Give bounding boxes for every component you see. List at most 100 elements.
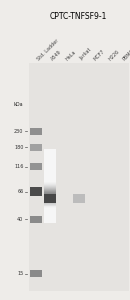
Bar: [30, 271, 42, 277]
Bar: [44, 185, 56, 186]
Bar: [44, 206, 56, 207]
Bar: [44, 168, 56, 169]
Text: 15: 15: [17, 272, 23, 276]
Bar: [44, 194, 56, 203]
Bar: [44, 164, 56, 165]
Bar: [44, 155, 56, 157]
Bar: [44, 176, 56, 177]
Text: PBMC: PBMC: [122, 48, 130, 62]
Bar: [44, 205, 56, 206]
Bar: [44, 195, 56, 196]
Bar: [30, 144, 42, 151]
Bar: [30, 163, 42, 170]
Text: 116: 116: [14, 164, 23, 169]
Text: kDa: kDa: [14, 101, 23, 106]
Bar: [44, 200, 56, 201]
Bar: [44, 210, 56, 211]
Bar: [44, 153, 56, 154]
Bar: [44, 177, 56, 178]
Bar: [44, 198, 56, 199]
Bar: [44, 159, 56, 160]
Bar: [44, 156, 56, 158]
Bar: [44, 215, 56, 217]
Bar: [44, 169, 56, 170]
Bar: [44, 203, 56, 205]
Bar: [44, 166, 56, 167]
Bar: [44, 193, 56, 194]
Bar: [44, 163, 56, 164]
Bar: [44, 178, 56, 179]
Bar: [44, 201, 56, 202]
Bar: [44, 222, 56, 223]
Bar: [44, 161, 56, 162]
Text: 180: 180: [14, 145, 23, 150]
Text: 66: 66: [17, 189, 23, 194]
Bar: [44, 202, 56, 204]
Bar: [44, 181, 56, 182]
Bar: [44, 207, 56, 208]
Bar: [44, 204, 56, 206]
Bar: [44, 199, 56, 200]
Bar: [44, 191, 56, 193]
Bar: [44, 165, 56, 166]
Bar: [44, 208, 56, 209]
Bar: [44, 180, 56, 181]
Bar: [44, 152, 56, 153]
Bar: [73, 194, 84, 203]
Text: MCF7: MCF7: [93, 48, 106, 62]
Text: 230: 230: [14, 129, 23, 134]
Bar: [44, 189, 56, 190]
Bar: [44, 202, 56, 203]
Text: A549: A549: [50, 49, 63, 61]
Bar: [44, 211, 56, 212]
Bar: [44, 192, 56, 194]
Bar: [44, 196, 56, 197]
Bar: [44, 197, 56, 198]
Bar: [44, 179, 56, 181]
Bar: [44, 186, 56, 187]
Bar: [44, 151, 56, 152]
Bar: [44, 216, 56, 217]
Bar: [44, 154, 56, 156]
Bar: [44, 187, 56, 188]
Text: Jurkat: Jurkat: [79, 48, 92, 62]
Bar: [44, 150, 56, 151]
Bar: [44, 167, 56, 169]
Bar: [30, 188, 42, 196]
Bar: [29, 63, 129, 291]
Bar: [44, 171, 56, 172]
Bar: [44, 209, 56, 210]
Text: CPTC-TNFSF9-1: CPTC-TNFSF9-1: [49, 12, 107, 21]
Bar: [44, 217, 56, 218]
Text: 40: 40: [17, 217, 23, 222]
Bar: [44, 173, 56, 174]
Bar: [44, 162, 56, 163]
Bar: [44, 218, 56, 219]
Bar: [44, 220, 56, 221]
Bar: [44, 183, 56, 184]
Bar: [44, 157, 56, 158]
Bar: [44, 219, 56, 220]
Bar: [44, 188, 56, 189]
Bar: [44, 190, 56, 192]
Bar: [44, 213, 56, 214]
Bar: [44, 172, 56, 173]
Bar: [44, 184, 56, 185]
Text: Std. Ladder: Std. Ladder: [36, 38, 59, 61]
Bar: [44, 154, 56, 155]
Bar: [44, 170, 56, 171]
Bar: [44, 158, 56, 159]
Bar: [44, 190, 56, 191]
Bar: [44, 175, 56, 176]
Bar: [44, 182, 56, 183]
Bar: [44, 174, 56, 175]
Bar: [30, 128, 42, 135]
Bar: [44, 194, 56, 195]
Text: HeLa: HeLa: [64, 49, 77, 62]
Text: H226: H226: [107, 49, 120, 62]
Bar: [44, 149, 56, 150]
Bar: [30, 216, 42, 223]
Bar: [44, 160, 56, 161]
Bar: [44, 214, 56, 215]
Bar: [44, 167, 56, 168]
